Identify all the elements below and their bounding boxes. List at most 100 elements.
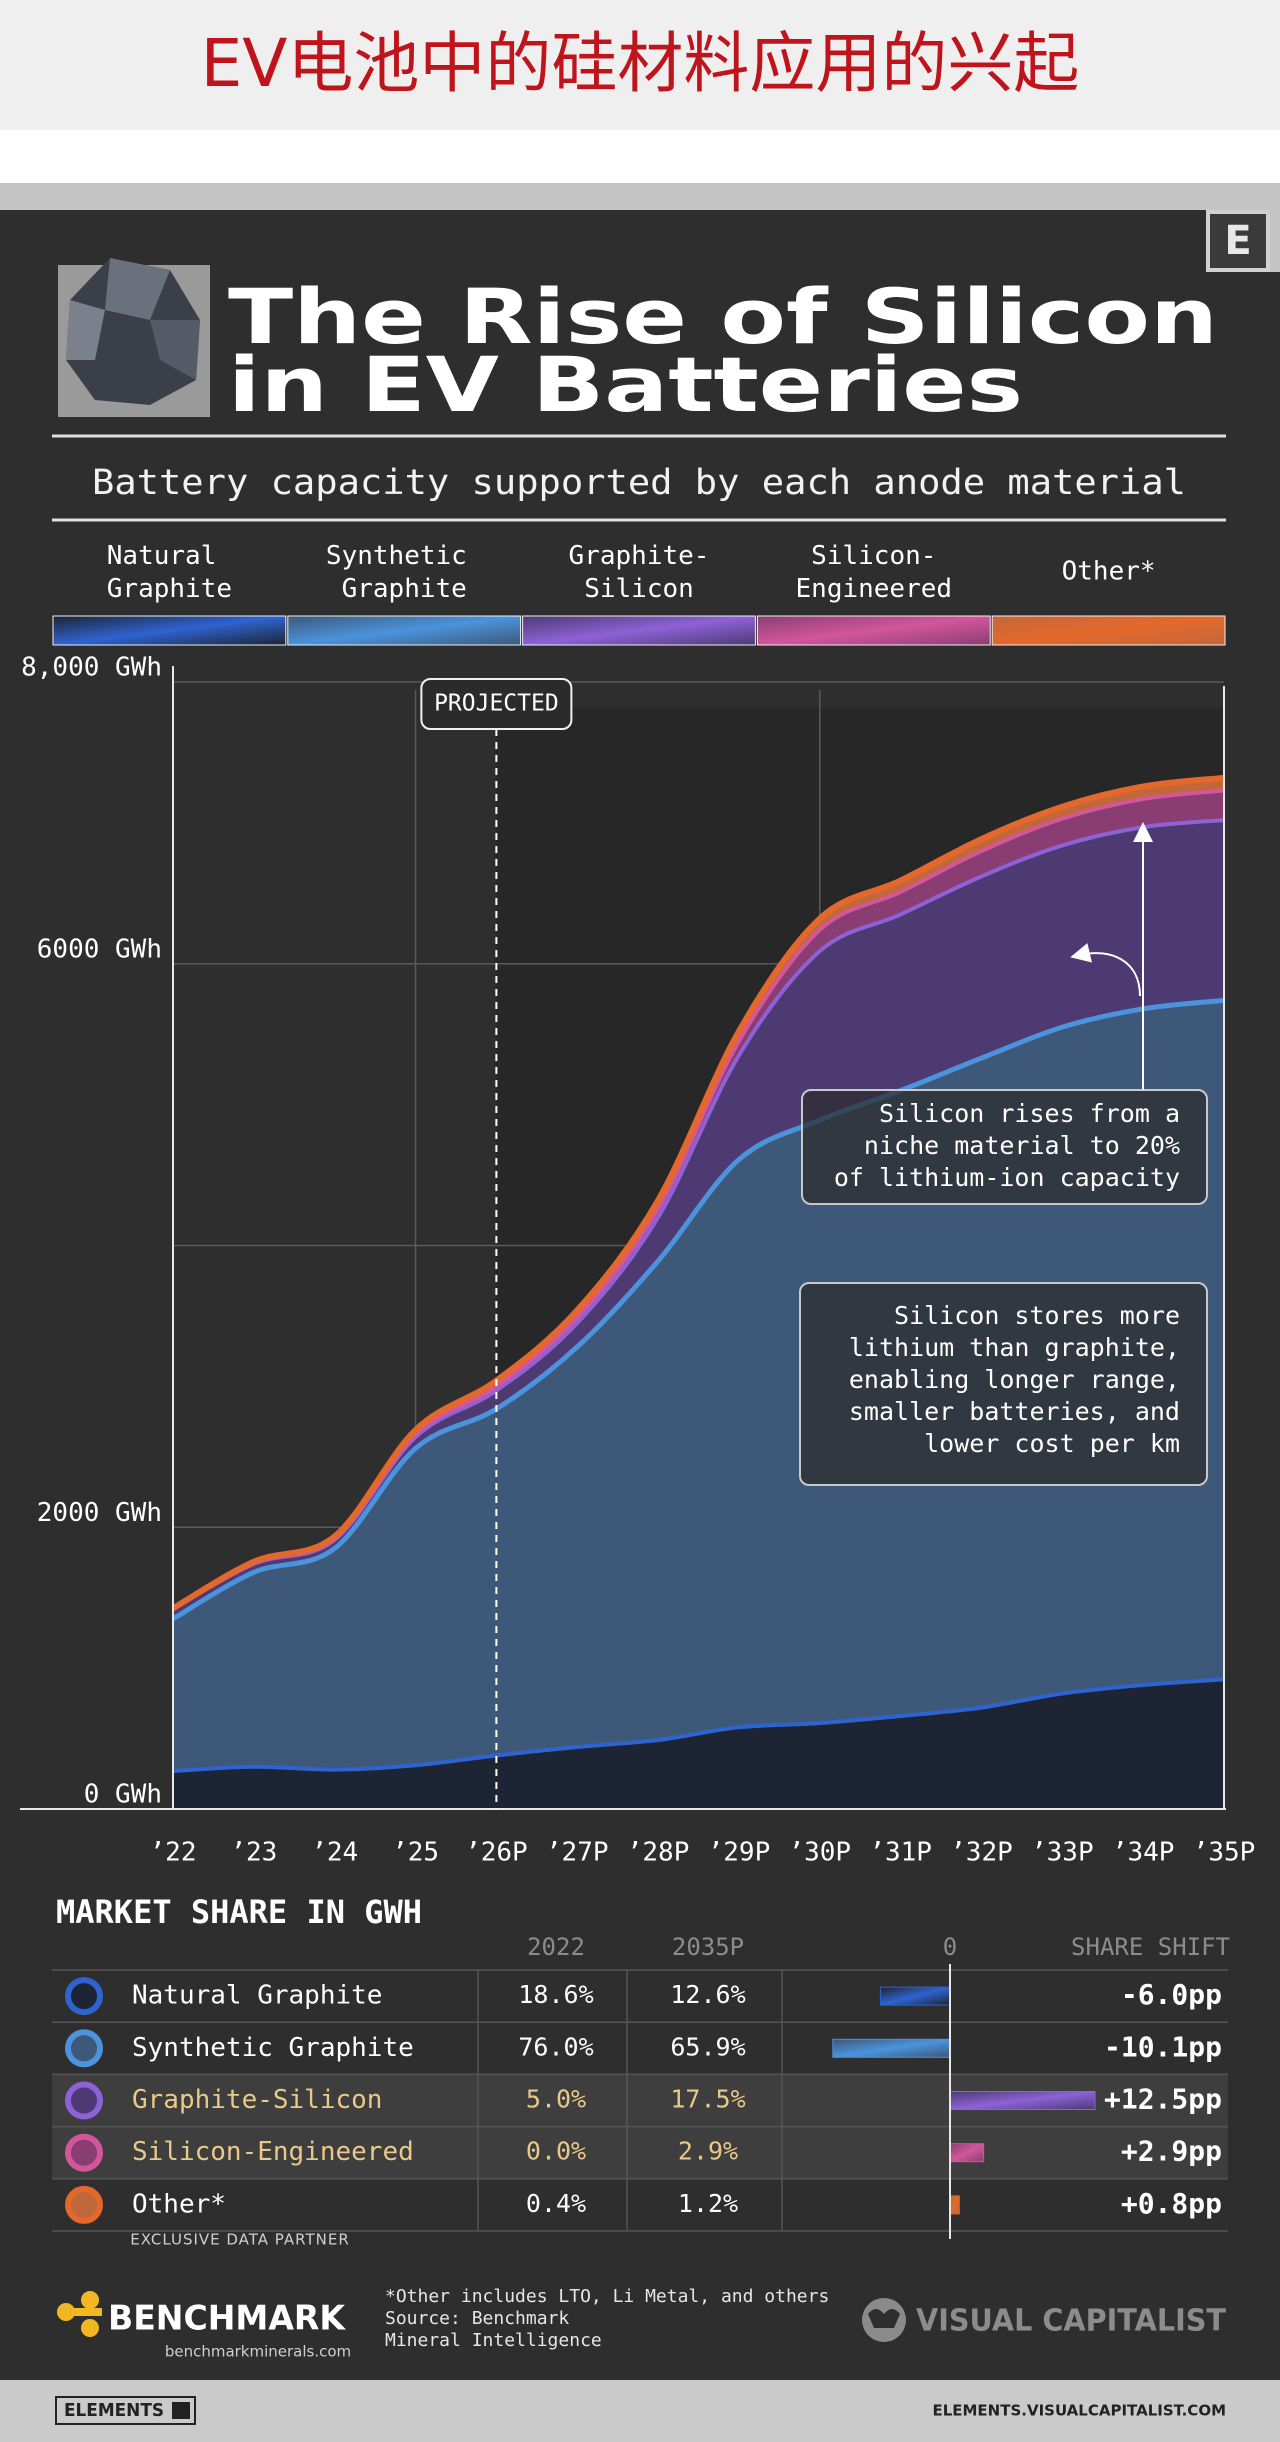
x-tick-label: ’27P (546, 1838, 609, 1868)
x-tick-label: ’23 (230, 1838, 277, 1868)
logo-letter: E (1224, 218, 1251, 264)
share-2022: 0.0% (526, 2137, 586, 2166)
brand: VISUAL CAPITALIST (916, 2304, 1227, 2339)
rock-facet (150, 320, 200, 380)
elements-icon (172, 2402, 190, 2419)
row-icon (65, 1977, 103, 2016)
shift-label: +0.8pp (1121, 2187, 1222, 2220)
x-tick-label: ’26P (465, 1838, 528, 1868)
title-line: in EV Batteries (228, 340, 1023, 429)
row-icon (65, 2029, 103, 2068)
rock-facet (66, 300, 105, 360)
share-2022: 0.4% (526, 2189, 586, 2218)
x-tick-label: ’29P (708, 1838, 771, 1868)
shift-bar (832, 2038, 951, 2058)
area (173, 820, 1224, 1619)
legend-swatch (991, 615, 1226, 646)
share-2022: 76.0% (518, 2032, 593, 2061)
shift-label: +2.9pp (1121, 2135, 1222, 2168)
series-line (171, 997, 1225, 1621)
source: Mineral Intelligence (385, 2330, 602, 2351)
legend-label: Silicon-Engineered (796, 541, 953, 604)
annotation-text: niche material to 20% (864, 1131, 1180, 1160)
series-line (171, 774, 1225, 1611)
share-2035: 1.2% (678, 2189, 738, 2218)
series-line (172, 1677, 1225, 1773)
legend-swatch (522, 615, 756, 646)
annotation-text: Silicon stores more (894, 1301, 1180, 1330)
rock-facet (105, 258, 170, 320)
shift-bar (949, 2195, 960, 2215)
vc-icon (862, 2298, 906, 2342)
spacer (0, 130, 1280, 183)
annotation-text: smaller batteries, and (849, 1397, 1180, 1426)
legend-label: Other* (1062, 557, 1156, 587)
banner-title: EV电池中的硅材料应用的兴起 (201, 25, 1080, 102)
shift-label: -10.1pp (1104, 2030, 1222, 2063)
projected-label: PROJECTED (434, 691, 559, 717)
x-tick-label: ’34P (1112, 1838, 1175, 1868)
annotation-text: lithium than graphite, (849, 1333, 1180, 1362)
y-tick-label: 6000 GWh (37, 934, 162, 964)
legend-label: Graphite-Silicon (569, 541, 710, 604)
partner-url: benchmarkminerals.com (165, 2343, 351, 2361)
x-tick-label: ’28P (627, 1838, 690, 1868)
annotation-text: Silicon rises from a (879, 1099, 1180, 1128)
share-2035: 65.9% (670, 2032, 745, 2061)
x-tick-label: ’22 (150, 1838, 197, 1868)
benchmark-icon (57, 2291, 102, 2337)
source: Source: Benchmark (385, 2308, 569, 2329)
legend-label: Synthetic Graphite (326, 541, 483, 604)
column-header: 2022 (527, 1933, 585, 1961)
title-line: The Rise of Silicon (228, 272, 1218, 361)
shift-label: -6.0pp (1121, 1978, 1222, 2011)
elements-box (55, 2396, 196, 2425)
y-tick-label: 8,000 GWh (21, 653, 162, 683)
legend-swatch (52, 615, 287, 646)
annotation-arrow (1070, 942, 1141, 997)
x-tick-label: ’32P (950, 1838, 1013, 1868)
annotation-text: of lithium-ion capacity (834, 1163, 1180, 1192)
logo-box (1206, 210, 1270, 272)
y-tick-label: 0 GWh (84, 1780, 162, 1810)
x-tick-label: ’30P (788, 1838, 851, 1868)
shift-bar (949, 2091, 1096, 2110)
shift-bar (879, 1986, 951, 2006)
annotation-box (799, 1282, 1208, 1486)
partner-label: EXCLUSIVE DATA PARTNER (130, 2231, 350, 2249)
footer-bar (0, 2380, 1280, 2442)
zero-label: 0 (943, 1933, 957, 1961)
x-tick-label: ’31P (869, 1838, 932, 1868)
row-name: Silicon-Engineered (132, 2137, 414, 2167)
x-tick-label: ’25 (392, 1838, 439, 1868)
rock (66, 258, 200, 405)
legend-swatch (287, 615, 522, 646)
annotation-box (801, 1089, 1208, 1205)
row-name: Other* (132, 2189, 226, 2219)
footnote: *Other includes LTO, Li Metal, and other… (385, 2286, 829, 2307)
share-2022: 18.6% (518, 1980, 593, 2009)
share-2035: 12.6% (670, 1980, 745, 2009)
y-tick-label: 2000 GWh (37, 1498, 162, 1528)
annotation-text: lower cost per km (924, 1429, 1180, 1458)
annotation-text: enabling longer range, (849, 1365, 1180, 1394)
banner-bg (0, 0, 1280, 130)
row-icon (65, 2185, 103, 2224)
elements-logo: ELEMENTS (64, 2400, 164, 2421)
legend-label: Natural Graphite (107, 541, 232, 604)
row-name: Natural Graphite (132, 1981, 382, 2011)
share-2035: 2.9% (678, 2137, 738, 2166)
shift-bar (949, 2143, 985, 2163)
projected-box (420, 678, 573, 730)
row-icon (65, 2133, 103, 2172)
column-header: 2035P (672, 1933, 744, 1961)
share-2022: 5.0% (526, 2085, 586, 2114)
top-strip (0, 183, 1280, 210)
chart: Natural Graphite Synthetic Graphite Graphi… (20, 541, 1255, 1868)
shift-label: +12.5pp (1104, 2083, 1222, 2116)
legend-swatch (756, 615, 991, 646)
share-2035: 17.5% (670, 2085, 745, 2114)
x-tick-label: ’33P (1031, 1838, 1094, 1868)
subtitle: Battery capacity supported by each anode… (92, 463, 1186, 503)
